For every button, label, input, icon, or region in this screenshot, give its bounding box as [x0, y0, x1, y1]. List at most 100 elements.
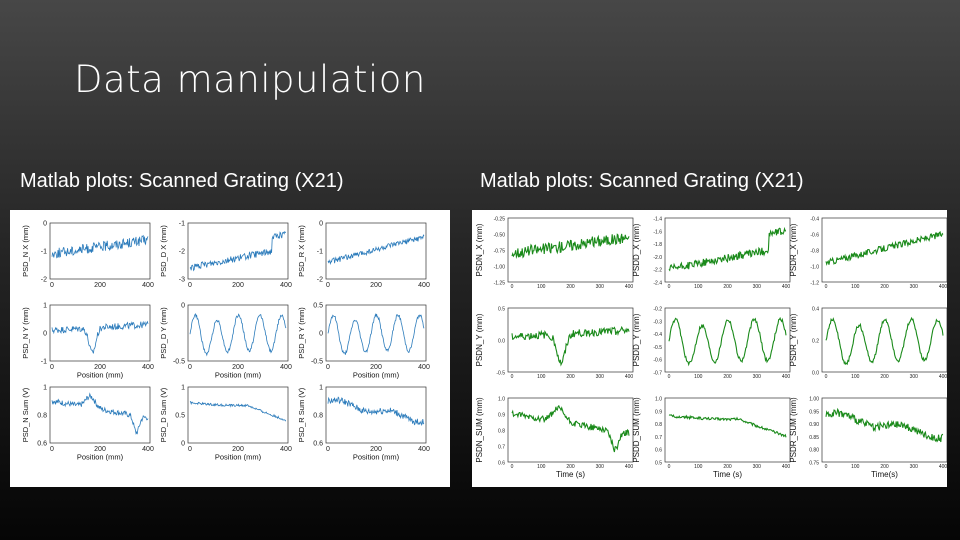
x-tick-label: 100 [537, 284, 546, 290]
y-tick-label: -0.3 [653, 319, 662, 325]
right-plot-grid: -0.25-0.50-0.75-1.00-1.250 100 200 300 400PS… [475, 217, 948, 480]
subplot-2: -1.4 -1.6 -1.8 -2.0 -2.2 -2.4 0 100 200 300 400 PSD… [632, 217, 790, 291]
x-tick-label: 400 [142, 446, 154, 453]
x-axis-label: Position (mm) [77, 371, 124, 380]
x-tick-label: 0 [50, 364, 54, 371]
y-tick-label: -1.6 [653, 229, 662, 235]
y-axis-label: PSDR_Y (mm) [789, 313, 798, 366]
y-tick-label: 0.5 [498, 307, 505, 313]
subplot-axes-box [507, 217, 634, 283]
x-tick-label: 0 [188, 364, 192, 371]
subplot-axes-box [49, 304, 151, 362]
subplot-axes-box [507, 307, 634, 373]
y-tick-label: -1.8 [653, 242, 662, 248]
y-tick-label: 0.5 [313, 303, 323, 310]
subplot-1: -0.25 -0.50 -0.75 -1.00 -1.25 0 100 200 300 400 PS… [475, 217, 633, 291]
subplot-7: 1.0 0.9 0.8 0.7 0.6 0 100 200 300 400 PSDN_SUM (mm… [475, 397, 633, 480]
x-tick-label: 200 [880, 284, 889, 290]
y-axis-label: PSDD_Y (mm) [632, 313, 641, 366]
y-tick-label: -0.5 [496, 371, 505, 377]
x-tick-label: 400 [625, 374, 634, 380]
subplot-axes-box [325, 386, 427, 444]
x-tick-label: 200 [566, 464, 575, 470]
y-tick-label: -0.4 [653, 332, 662, 338]
subplot-axes-box [187, 304, 289, 362]
y-tick-label: 0.5 [655, 461, 662, 467]
y-tick-label: -0.5 [173, 359, 185, 366]
y-tick-label: -1.4 [653, 217, 662, 223]
x-tick-label: 100 [694, 374, 703, 380]
subplot-axes-box [49, 386, 151, 444]
y-tick-label: -0.7 [653, 371, 662, 377]
y-tick-label: -3 [179, 277, 185, 284]
x-tick-label: 0 [326, 282, 330, 289]
x-tick-label: 300 [753, 464, 762, 470]
subplot-axes-box [507, 397, 634, 463]
x-tick-label: 100 [694, 464, 703, 470]
y-axis-label: PSD_N X (mm) [21, 225, 30, 277]
subplot-axes-box [821, 307, 948, 373]
x-axis-label: Time (s) [556, 470, 585, 479]
y-axis-label: PSDR_SUM (mm) [789, 397, 798, 463]
y-tick-label: 0.7 [655, 435, 662, 441]
x-tick-label: 200 [232, 446, 244, 453]
y-axis-label: PSDN_SUM (mm) [475, 397, 484, 463]
x-tick-label: 100 [694, 284, 703, 290]
x-tick-label: 0 [668, 374, 671, 380]
series-line [189, 312, 287, 357]
y-axis-label: PSD_N Y (mm) [21, 307, 30, 359]
x-tick-label: 200 [370, 282, 382, 289]
series-line [51, 392, 149, 435]
y-tick-label: 0.8 [655, 422, 662, 428]
subplot-axes-box [664, 217, 791, 283]
y-tick-label: -1.00 [494, 265, 506, 271]
x-tick-label: 0 [188, 446, 192, 453]
y-axis-label: PSD_D X (mm) [159, 225, 168, 277]
x-tick-label: 300 [910, 374, 919, 380]
subplot-axes-box [821, 397, 948, 463]
y-tick-label: -2 [179, 249, 185, 256]
x-tick-label: 200 [723, 284, 732, 290]
x-tick-label: 400 [418, 446, 430, 453]
y-axis-label: PSDR_X (mm) [789, 223, 798, 276]
y-axis-label: PSD_R X (mm) [297, 225, 306, 277]
y-axis-label: PSD_D Sum (V) [159, 387, 168, 442]
y-tick-label: -2 [41, 277, 47, 284]
series-line [668, 414, 787, 438]
x-tick-label: 200 [566, 284, 575, 290]
subplot-4: 0.5 0.0 -0.5 0 100 200 300 400 PSDN_Y (mm) [475, 307, 633, 381]
subplot-9: 1 0.8 0.60 200 400 PSD_R Sum (V) Position (mm) [297, 385, 430, 462]
x-tick-label: 400 [782, 464, 791, 470]
y-tick-label: 0.6 [498, 461, 505, 467]
y-tick-label: -1.2 [810, 281, 819, 287]
y-tick-label: -2.4 [653, 281, 662, 287]
series-line [825, 230, 944, 266]
subplot-axes-box [664, 307, 791, 373]
series-line [511, 233, 630, 260]
y-tick-label: 0 [43, 221, 47, 228]
y-axis-label: PSD_R Y (mm) [297, 307, 306, 359]
y-tick-label: 0.0 [498, 339, 505, 345]
x-tick-label: 200 [370, 364, 382, 371]
y-tick-label: 0.80 [809, 448, 819, 454]
series-line [668, 316, 787, 367]
x-tick-label: 0 [50, 282, 54, 289]
y-tick-label: 0.7 [498, 445, 505, 451]
y-tick-label: -0.25 [494, 217, 506, 223]
x-tick-label: 400 [142, 282, 154, 289]
right-subtitle: Matlab plots: Scanned Grating (X21) [480, 170, 804, 192]
x-tick-label: 0 [825, 464, 828, 470]
right-plot-panel: -0.25 -0.50 -0.75 -1.00 -1.25 0 100 200 300 400 PS… [472, 210, 947, 487]
y-tick-label: -0.5 [311, 359, 323, 366]
series-line [327, 396, 425, 426]
x-tick-label: 200 [232, 364, 244, 371]
y-tick-label: -0.6 [653, 358, 662, 364]
y-axis-label: PSD_R Sum (V) [297, 387, 306, 442]
y-tick-label: 1 [43, 385, 47, 392]
subplot-7: 1 0.8 0.60 200 400 PSD_N Sum (V) Position (mm) [21, 385, 154, 462]
y-tick-label: -0.6 [810, 233, 819, 239]
x-tick-label: 400 [625, 284, 634, 290]
